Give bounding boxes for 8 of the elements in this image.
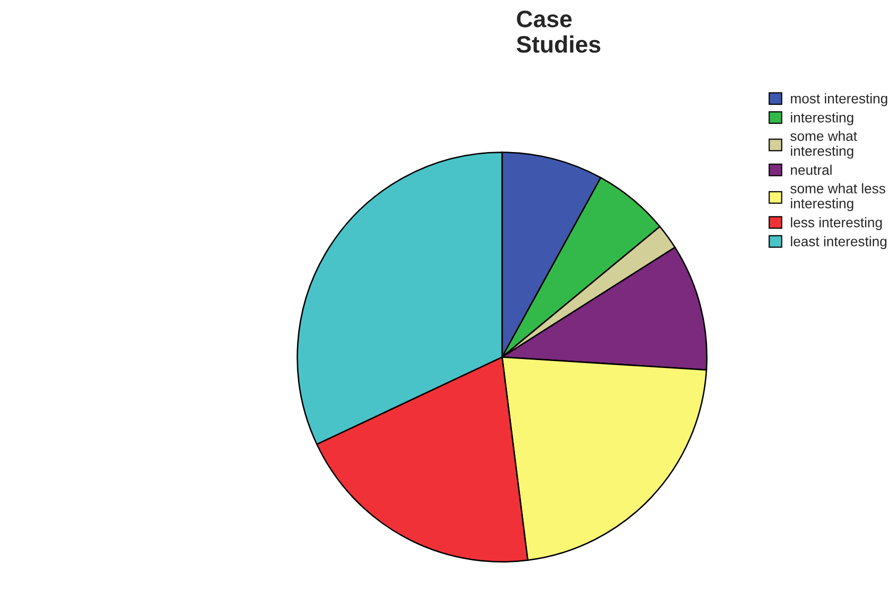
legend-label: interesting [790,112,854,126]
legend-label: neutral [790,164,832,175]
legend-label: some what less interesting [790,183,886,212]
legend-label: most interesting [790,93,888,106]
legend-label: some what interesting [790,130,858,159]
legend-label: least interesting [790,236,886,250]
legend-label: less interesting [790,217,882,230]
chart-title: Case Studies [516,10,600,53]
